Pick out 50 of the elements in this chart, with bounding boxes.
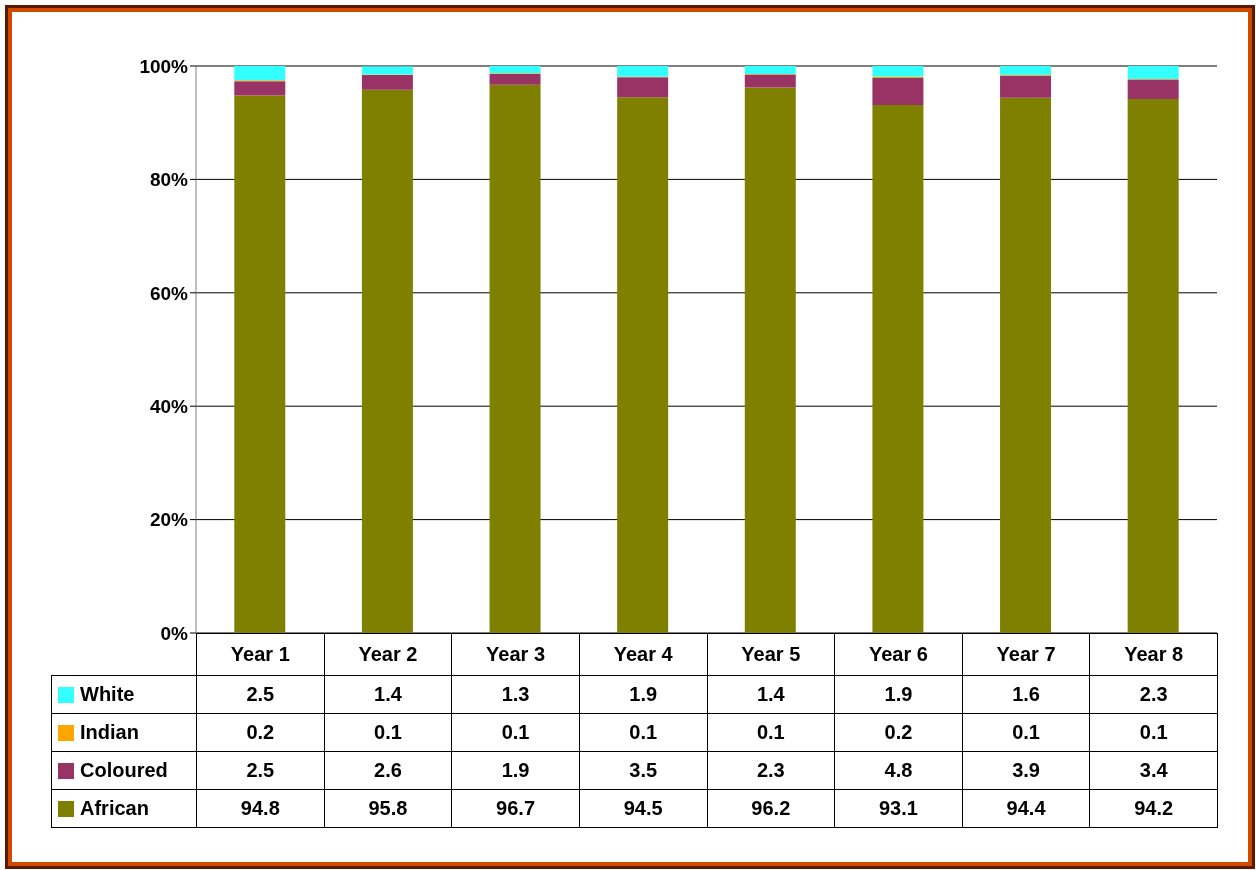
- data-label: 0.1: [1089, 713, 1218, 752]
- legend-label: Indian: [80, 721, 139, 744]
- x-tick-label: Year 5: [706, 633, 836, 676]
- legend-label: African: [80, 797, 149, 820]
- data-label: 94.4: [961, 789, 1091, 828]
- y-tick-label: 60%: [149, 282, 189, 304]
- x-tick-label: Year 1: [196, 633, 325, 676]
- data-label: 3.4: [1089, 751, 1218, 790]
- data-label: 0.2: [834, 713, 963, 752]
- data-label: 96.2: [706, 789, 836, 828]
- x-tick-label: Year 6: [834, 633, 963, 676]
- data-label: 95.8: [323, 789, 453, 828]
- y-tick-label: 80%: [149, 169, 189, 191]
- data-label: 1.3: [451, 675, 580, 714]
- data-label: 0.1: [451, 713, 580, 752]
- legend-label: White: [80, 683, 135, 706]
- data-label: 2.6: [323, 751, 453, 790]
- data-label: 2.3: [1089, 675, 1218, 714]
- data-label: 94.2: [1089, 789, 1218, 828]
- legend-label: Coloured: [80, 759, 168, 782]
- data-label: 1.9: [451, 751, 580, 790]
- x-tick-label: Year 3: [451, 633, 580, 676]
- data-label: 4.8: [834, 751, 963, 790]
- data-label: 0.1: [961, 713, 1091, 752]
- x-tick-label: Year 2: [323, 633, 453, 676]
- data-label: 94.5: [578, 789, 708, 828]
- data-label: 1.4: [323, 675, 453, 714]
- data-label: 1.9: [834, 675, 963, 714]
- data-label: 96.7: [451, 789, 580, 828]
- data-label: 3.9: [961, 751, 1091, 790]
- x-tick-label: Year 7: [961, 633, 1091, 676]
- y-tick-label: 0%: [160, 622, 189, 644]
- data-label: 1.9: [578, 675, 708, 714]
- data-label: 0.1: [706, 713, 836, 752]
- data-label: 94.8: [196, 789, 325, 828]
- data-label: 0.1: [578, 713, 708, 752]
- data-label: 0.2: [196, 713, 325, 752]
- data-label: 1.4: [706, 675, 836, 714]
- data-label: 93.1: [834, 789, 963, 828]
- data-label: 2.5: [196, 751, 325, 790]
- data-label: 0.1: [323, 713, 453, 752]
- data-label: 2.3: [706, 751, 836, 790]
- y-tick-label: 20%: [149, 509, 189, 531]
- y-tick-label: 40%: [149, 395, 189, 417]
- y-tick-label: 100%: [139, 55, 189, 77]
- data-label: 1.6: [961, 675, 1091, 714]
- data-label: 3.5: [578, 751, 708, 790]
- x-tick-label: Year 4: [578, 633, 708, 676]
- data-label: 2.5: [196, 675, 325, 714]
- x-tick-label: Year 8: [1089, 633, 1218, 676]
